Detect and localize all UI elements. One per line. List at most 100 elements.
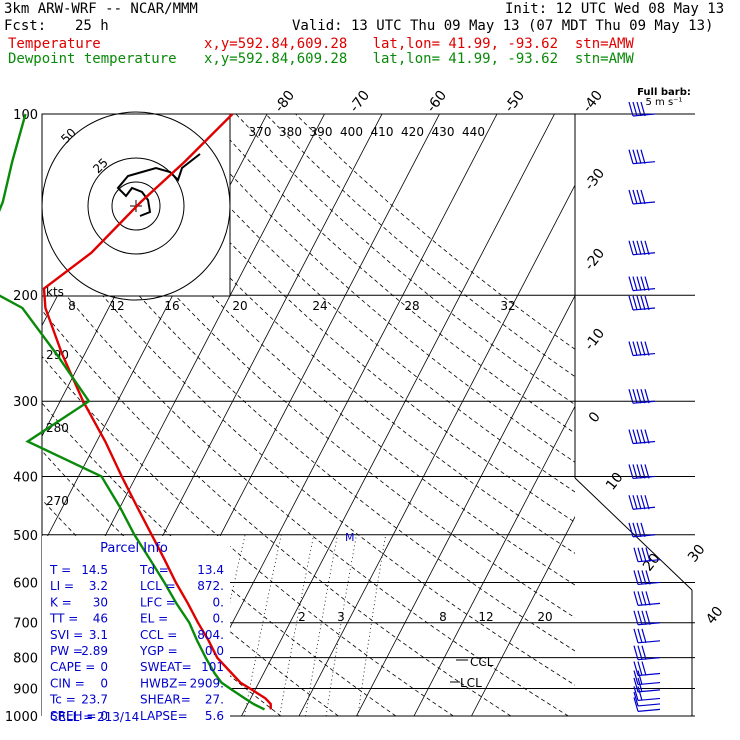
wind-barb-flag (640, 101, 646, 117)
wind-barb-flag (641, 661, 647, 676)
parcel-row-label: Tc = (49, 693, 76, 707)
wind-barb-flag (641, 591, 647, 606)
wind-barb-flag (633, 670, 639, 685)
wind-barb-flag (636, 429, 642, 444)
wind-barb-flag (628, 464, 634, 479)
dry-adiabat (42, 355, 454, 716)
wind-barb-flag (641, 547, 647, 562)
wind-legend-value: 5 m s⁻¹ (646, 97, 683, 108)
wind-barb-flag (640, 295, 646, 311)
mixing-ratio-line (305, 534, 338, 716)
dry-adiabat (265, 114, 575, 378)
parcel-row-label: CIN = (50, 676, 85, 690)
isotherm-line (356, 294, 575, 716)
wind-barb-flag (632, 495, 638, 510)
wind-barb (628, 240, 656, 256)
parcel-row-value: 0 (100, 676, 108, 690)
parcel-row-label: CAPE = (50, 660, 95, 674)
parcel-row-value: 2.89 (81, 644, 108, 658)
wind-barb (628, 149, 656, 165)
wind-barb-flag (640, 189, 646, 205)
mixing-ratio-label: 20 (232, 299, 247, 313)
pressure-label: 300 (13, 395, 38, 410)
wind-barb-flag (632, 240, 638, 255)
wind-barb-flag (632, 189, 638, 205)
wind-barb-flag (636, 389, 642, 404)
wind-barb (633, 645, 661, 661)
wind-barb-flag (632, 522, 638, 537)
parcel-row-value2: 804. (197, 628, 224, 642)
wind-barb-flag (640, 464, 646, 479)
isotherm-label: -70 (347, 88, 374, 116)
isotherm-label: 30 (685, 542, 709, 566)
hodo-ring-25 (87, 157, 185, 255)
isotherm-label: -50 (502, 88, 529, 116)
wind-barb-flag (633, 610, 639, 625)
mixing-ratio-label: 24 (312, 299, 327, 313)
parcel-row-label: TT = (49, 612, 78, 626)
parcel-info-title: Parcel Info (100, 541, 168, 556)
wind-barb (628, 389, 656, 404)
dewpoint-line (0, 113, 266, 711)
parcel-row-label2: LCL = (140, 579, 176, 593)
wind-barb (628, 522, 656, 538)
wind-barb-flag (641, 628, 647, 643)
parcel-row-value: 0 (100, 660, 108, 674)
mixing-ratio-low-label: 2 (298, 610, 306, 624)
isotherm-line (241, 114, 555, 716)
dry-adiabat (42, 309, 512, 716)
wind-barb-flag (637, 628, 643, 643)
mixing-ratio-line (244, 534, 282, 716)
mixing-ratio-line (325, 534, 357, 716)
wind-barb-flag (640, 522, 646, 537)
wind-barb (633, 697, 661, 712)
temperature-line (42, 113, 272, 710)
wind-barb-flag (640, 240, 646, 255)
wind-barb-flag (636, 189, 642, 205)
dry-adiabat (42, 133, 575, 619)
wind-barb-flag (641, 645, 647, 660)
wind-barb-flag (644, 341, 650, 356)
parcel-row-value2: 2909. (190, 676, 224, 690)
wind-barb-flag (641, 570, 647, 585)
parcel-row-value: 0 (100, 709, 108, 723)
hodo-units: kts (46, 285, 64, 299)
wind-barb-flag (644, 295, 650, 311)
wind-barbs: Full barb:5 m s⁻¹ (628, 87, 691, 712)
wind-barb-flag (628, 101, 634, 117)
wind-barb-flag (633, 547, 639, 562)
wind-barb-flag (640, 429, 646, 444)
wind-barb-flag (632, 101, 638, 117)
wind-barb-flag (636, 240, 642, 255)
isotherm-label: 40 (703, 604, 727, 628)
wind-barb-flag (644, 276, 650, 291)
theta-label: 420 (401, 125, 424, 139)
parcel-row-label: PW = (50, 644, 83, 658)
dry-adiabat (42, 264, 569, 716)
wind-barb (633, 691, 661, 707)
isotherm-label: -60 (424, 88, 451, 116)
wind-barb-flag (633, 686, 639, 701)
parcel-row-label2: SWEAT= (140, 660, 192, 674)
wind-barb-flag (628, 149, 634, 164)
wind-barb-flag (637, 686, 643, 701)
sounding-profiles: CCL LCL M (0, 113, 494, 711)
dry-adiabat (295, 114, 575, 350)
parcel-row-label2: YGP = (139, 644, 178, 658)
adiabat-side-label: 270 (46, 494, 69, 508)
parcel-row-value: 30 (93, 595, 108, 609)
dry-adiabat (176, 114, 575, 463)
mixing-ratio-line (279, 534, 315, 716)
temperature-location: x,y=592.84,609.28 lat,lon= 41.99, -93.62… (204, 36, 634, 52)
wind-barb-flag (640, 276, 646, 291)
theta-label: 370 (249, 125, 272, 139)
parcel-row-value2: 872. (197, 579, 224, 593)
lcl-marker: LCL (460, 676, 482, 690)
wind-barb-flag (632, 341, 638, 356)
dewpoint-legend: Dewpoint temperature (8, 51, 177, 67)
wind-barb-flag (632, 429, 638, 444)
wind-barb-flag (628, 429, 634, 444)
parcel-row-value2: 101 (201, 660, 224, 674)
isotherm-line (183, 114, 498, 716)
wind-barb (628, 429, 656, 445)
